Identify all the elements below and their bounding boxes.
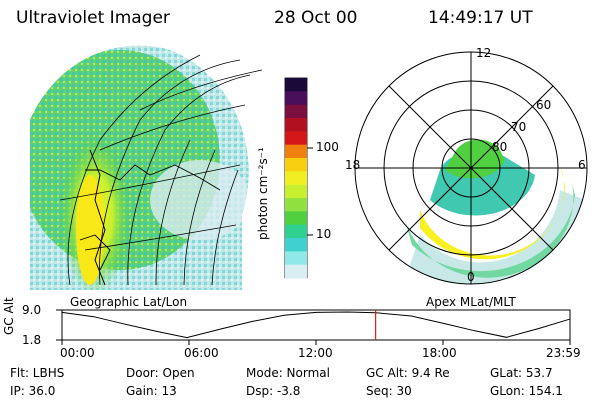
date-label: 28 Oct 00 [274,8,358,28]
time-label: 14:49:17 UT [428,8,533,28]
time-label-1800: 18:00 [422,346,457,360]
colorbar-segment [285,224,307,239]
status-mode: Mode: Normal [246,366,330,380]
polar-mlat-60: 60 [536,98,552,112]
status-door: Door: Open [126,366,195,380]
altitude-tick-low: 1.8 [22,333,42,347]
colorbar-segment [285,78,307,92]
status-gain: Gain: 13 [126,384,177,398]
geographic-grid [59,54,263,286]
colorbar-segment [285,118,307,132]
time-label-0600: 06:00 [184,346,219,360]
colorbar-label-10: 10 [316,227,332,241]
geographic-image [30,45,249,290]
colorbar-segment [285,144,307,159]
status-gc-alt: GC Alt: 9.4 Re [366,366,450,380]
colorbar-segment [285,104,307,119]
colorbar-segment [285,251,307,266]
colorbar-segment [285,264,307,279]
altitude-panel [56,309,571,341]
polar-mlt-6: 6 [578,158,586,172]
polar-mlt-12: 12 [476,46,492,60]
colorbar-segment [285,184,307,199]
colorbar-segment [285,238,307,252]
colorbar-segment [285,198,307,212]
colorbar-label-100: 100 [316,140,339,154]
status-ip: IP: 36.0 [10,384,56,398]
colorbar-segment [285,91,307,106]
status-dsp: Dsp: -3.8 [246,384,301,398]
colorbar-unit-label: photon cm⁻²s⁻¹ [256,147,270,240]
colorbar-segment [285,211,307,226]
right-panel-caption: Apex MLat/MLT [426,295,516,309]
colorbar-segment [285,171,307,186]
status-filter: Flt: LBHS [10,366,65,380]
colorbar-segment [285,131,307,146]
polar-grid [354,51,588,285]
polar-mlat-70: 70 [511,120,527,134]
time-ticks [61,340,571,345]
left-panel-caption: Geographic Lat/Lon [70,295,188,309]
time-label-2359: 23:59 [546,346,581,360]
altitude-tick-high: 9.0 [22,303,42,317]
instrument-title: Ultraviolet Imager [16,8,170,28]
colorbar-segment [285,158,307,172]
time-label-0000: 00:00 [60,346,95,360]
time-label-1200: 12:00 [298,346,333,360]
status-glat: GLat: 53.7 [490,366,553,380]
polar-mlt-18: 18 [345,158,361,172]
altitude-axis-label: GC Alt [2,297,16,335]
altitude-series [61,311,570,339]
colorbar-segments [285,78,307,279]
status-glon: GLon: 154.1 [490,384,563,398]
polar-mlt-0: 0 [467,270,475,284]
polar-mlat-80: 80 [492,140,508,154]
status-seq: Seq: 30 [366,384,412,398]
